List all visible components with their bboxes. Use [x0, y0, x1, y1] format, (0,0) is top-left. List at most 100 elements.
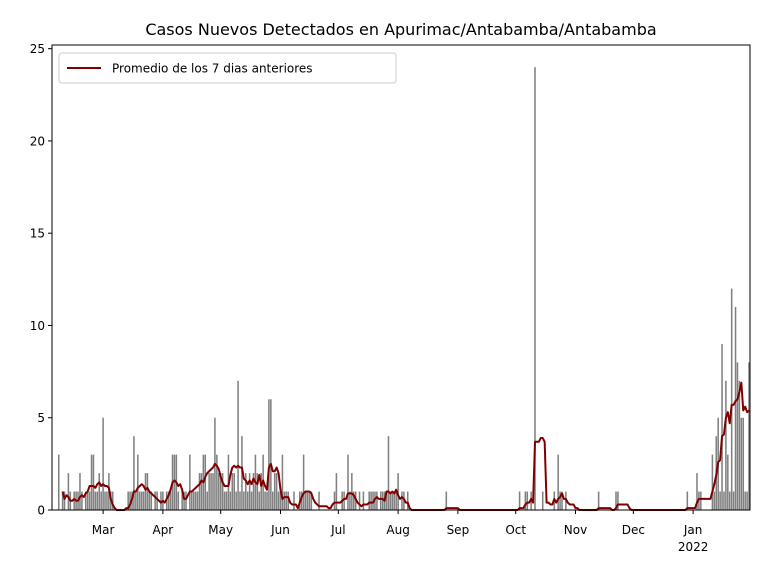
bar: [270, 399, 272, 510]
bar: [266, 491, 268, 510]
bar: [67, 473, 70, 510]
y-tick-label: 10: [30, 319, 45, 333]
bar: [225, 491, 228, 510]
x-tick-label: Mar: [92, 523, 115, 537]
bar: [738, 380, 741, 510]
bar: [191, 491, 193, 510]
bar: [732, 491, 735, 510]
bar: [189, 454, 191, 510]
x-tick-label: May: [208, 523, 233, 537]
bar: [362, 491, 365, 510]
bar: [239, 491, 241, 510]
bar: [302, 454, 305, 510]
bar: [106, 491, 108, 510]
chart-title: Casos Nuevos Detectados en Apurimac/Anta…: [145, 20, 656, 39]
bar: [167, 491, 170, 510]
bar: [144, 473, 147, 510]
bar: [138, 491, 141, 510]
bar: [264, 491, 266, 510]
bar: [268, 399, 270, 510]
bar: [275, 473, 278, 510]
bar: [235, 491, 237, 510]
bar: [100, 491, 102, 510]
bar: [229, 491, 232, 510]
bar: [700, 491, 702, 510]
bar: [221, 473, 224, 510]
legend-box: [58, 52, 397, 84]
bar: [243, 491, 245, 510]
bar: [92, 454, 95, 510]
legend-label: Promedio de los 7 dias anteriores: [112, 62, 313, 76]
bar: [218, 473, 220, 510]
bar: [237, 380, 239, 510]
bar: [102, 417, 104, 510]
bar: [146, 473, 149, 510]
bar: [534, 67, 536, 511]
bar: [57, 454, 60, 510]
x-tick-label: Dec: [622, 523, 645, 537]
bar: [351, 473, 353, 510]
bar: [104, 491, 106, 510]
bar: [219, 473, 222, 510]
x-tick-label: Jan 2022: [678, 523, 709, 554]
bar: [391, 491, 394, 510]
bar: [381, 491, 384, 510]
bar: [736, 362, 739, 510]
bar: [734, 307, 737, 510]
bar: [73, 491, 75, 510]
bar: [746, 491, 748, 510]
bar: [541, 491, 544, 510]
bar: [370, 491, 372, 510]
bar: [160, 491, 162, 510]
bar: [245, 473, 247, 510]
bar: [376, 491, 378, 510]
bar: [86, 491, 89, 510]
bar: [200, 473, 203, 510]
bar: [129, 491, 131, 510]
bar: [96, 491, 99, 510]
bar: [98, 473, 101, 510]
bar: [349, 491, 351, 510]
bar: [719, 491, 721, 510]
bar: [194, 491, 197, 510]
bar: [742, 417, 745, 510]
bar: [204, 454, 207, 510]
y-tick-label: 0: [37, 504, 45, 518]
bar: [615, 491, 617, 510]
bar: [285, 491, 288, 510]
bar: [137, 454, 139, 510]
bar: [393, 491, 396, 510]
bar: [183, 491, 185, 510]
bar: [379, 491, 382, 510]
bar: [518, 491, 521, 510]
legend: Promedio de los 7 dias anteriores: [58, 52, 397, 84]
bar: [293, 491, 295, 510]
bar: [559, 491, 561, 510]
bar: [318, 491, 320, 510]
bar: [258, 491, 261, 510]
bar: [686, 491, 689, 510]
bar: [233, 473, 235, 510]
bar: [127, 491, 129, 510]
bar: [723, 491, 725, 510]
bar: [526, 491, 529, 510]
bar: [387, 436, 390, 510]
bar: [84, 491, 87, 510]
bar: [90, 454, 93, 510]
bar: [368, 491, 370, 510]
bar: [347, 454, 349, 510]
x-tick-label: Sep: [447, 523, 470, 537]
bar: [748, 362, 750, 510]
bar: [148, 491, 151, 510]
bar: [711, 454, 714, 510]
bar: [401, 491, 403, 510]
bar: [272, 491, 274, 510]
y-tick-label: 25: [30, 42, 45, 56]
bar: [304, 491, 307, 510]
bar: [256, 473, 259, 510]
bar: [61, 491, 64, 510]
y-tick-label: 5: [37, 411, 45, 425]
bar: [177, 491, 180, 510]
bar: [300, 491, 303, 510]
